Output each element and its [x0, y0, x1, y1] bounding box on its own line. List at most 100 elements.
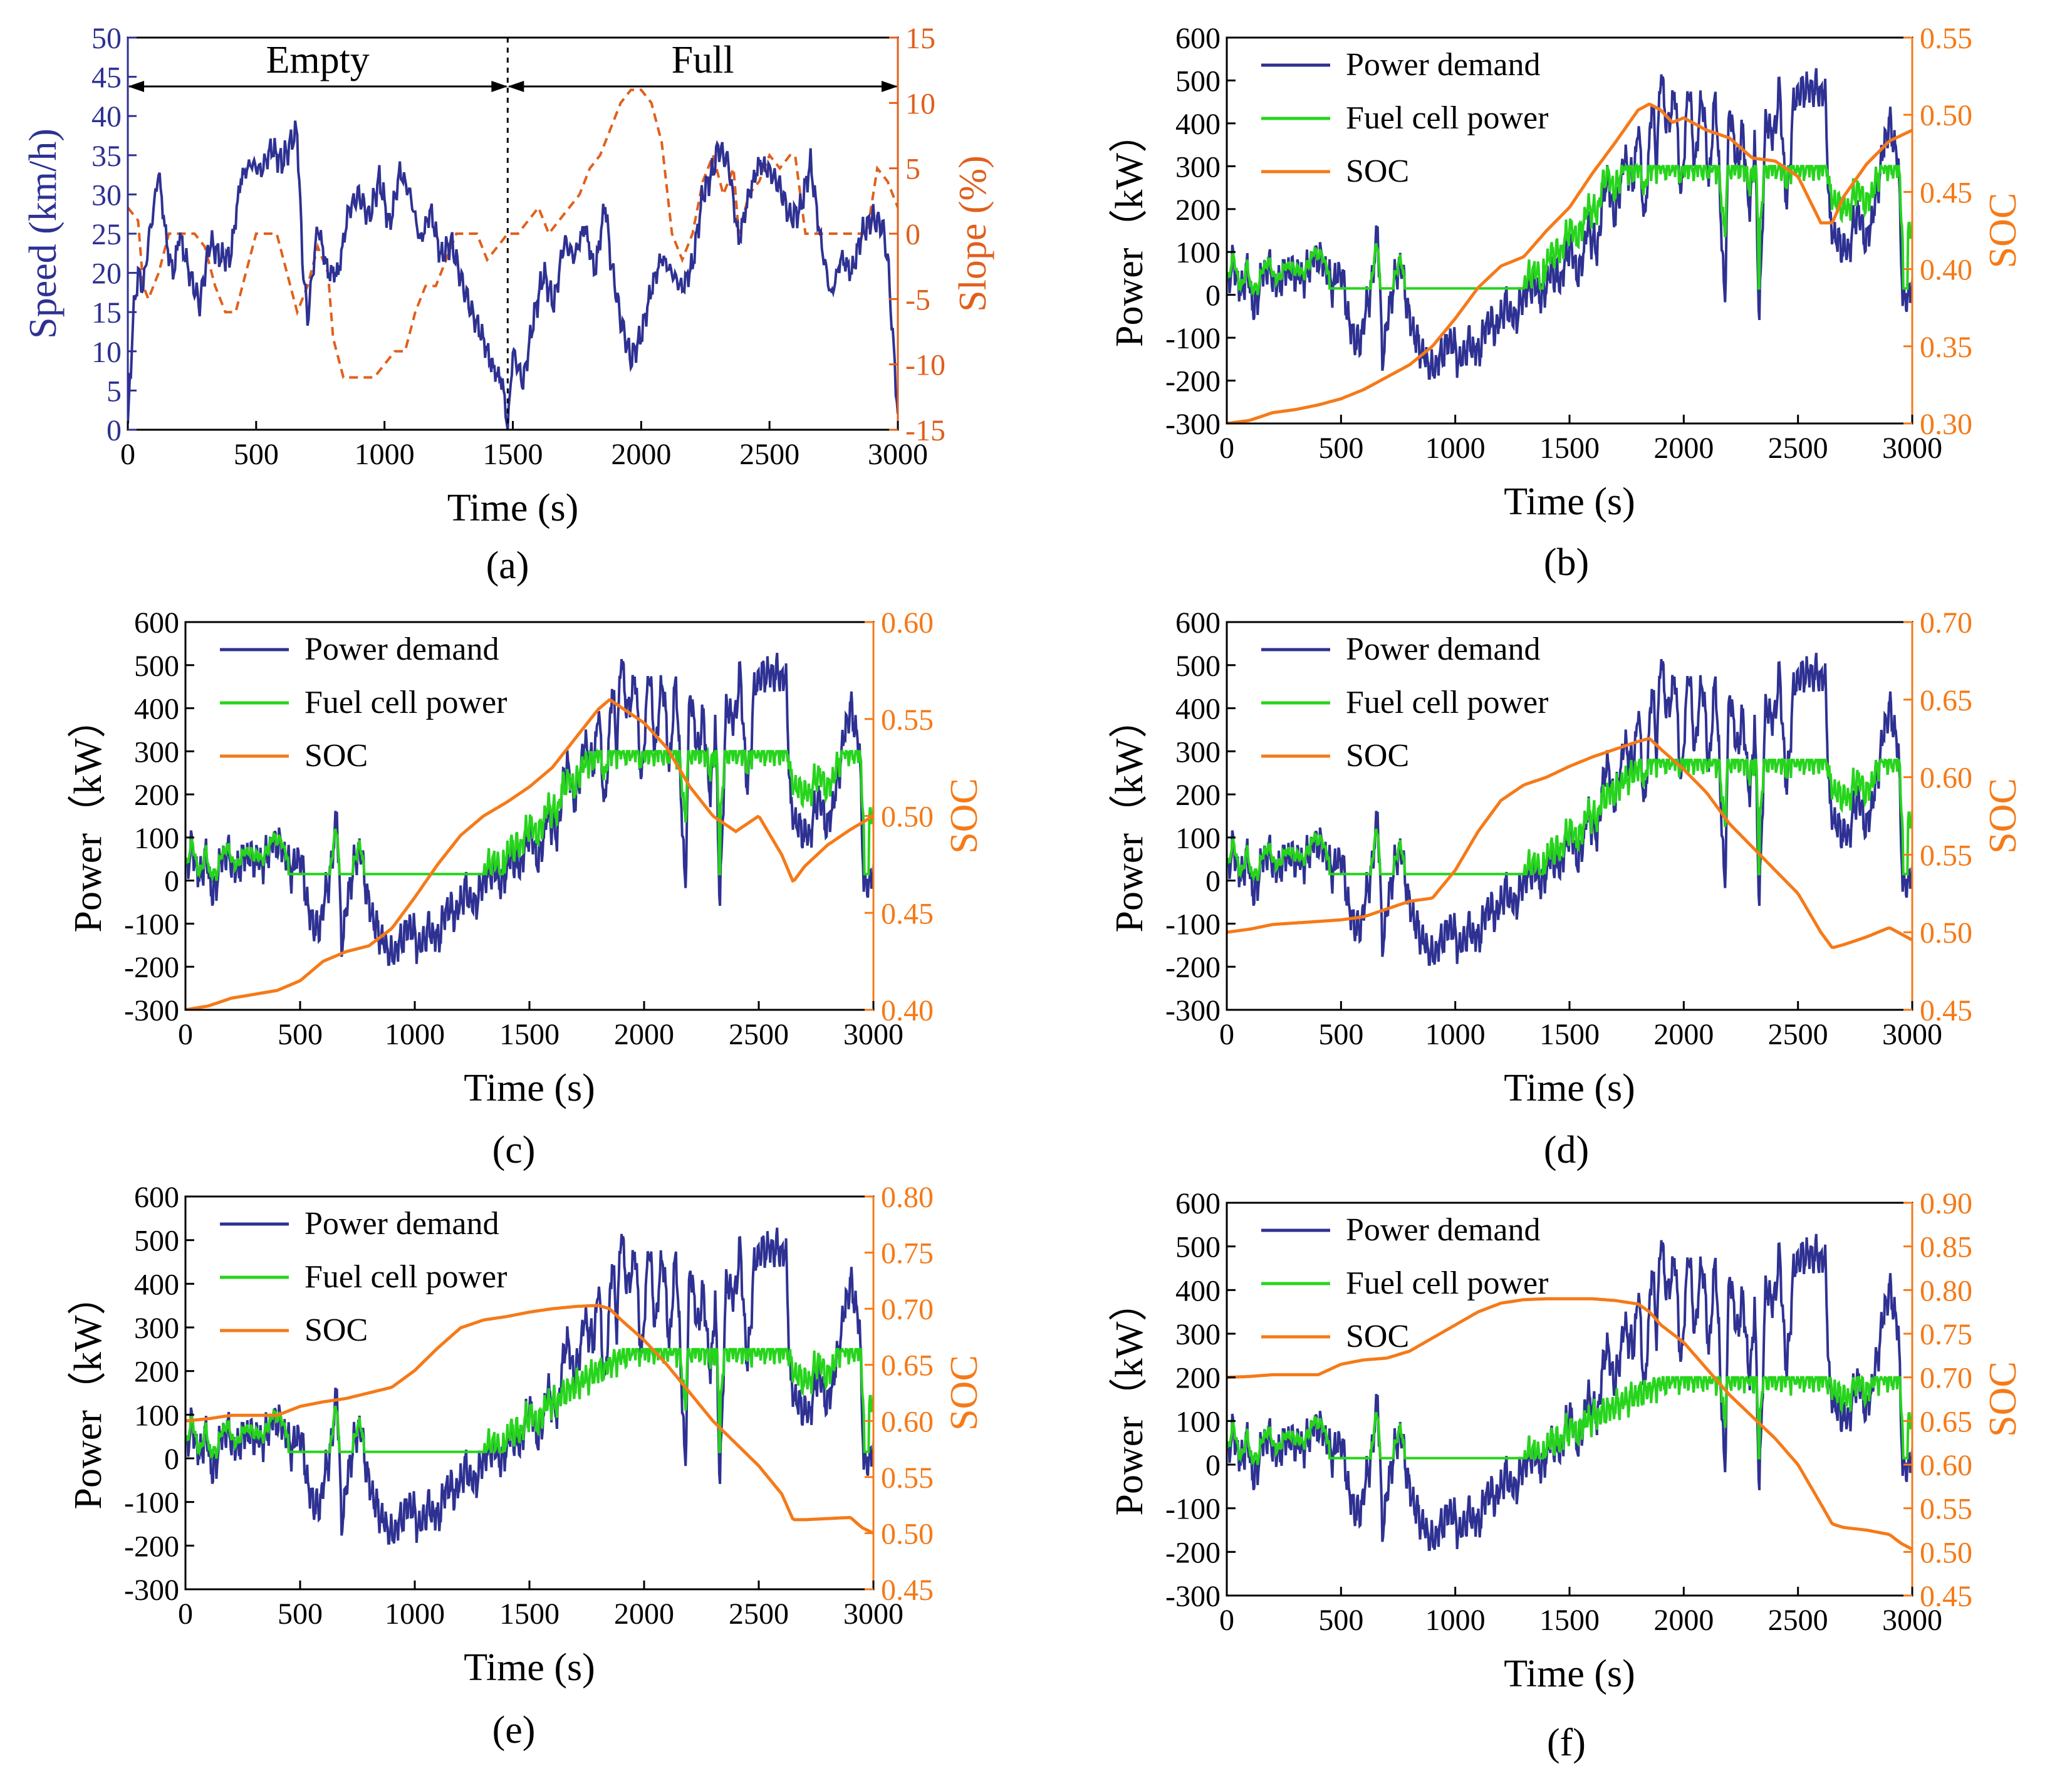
series-fuel-cell-power — [1227, 757, 1912, 883]
y-left-tick-label: 600 — [1175, 22, 1221, 55]
x-tick-label: 2000 — [614, 1018, 674, 1051]
y-left-tick-label: 400 — [1175, 108, 1221, 141]
y-left-tick-label: 15 — [91, 296, 122, 330]
y-left-tick-label: -300 — [124, 994, 179, 1027]
y-left-axis-label: Power（kW） — [67, 1277, 110, 1510]
y-right-tick-label: 0.50 — [1920, 1536, 1972, 1569]
x-tick-label: 500 — [234, 438, 279, 471]
y-right-tick-label: 0.75 — [881, 1237, 934, 1270]
y-left-tick-label: 400 — [1175, 1274, 1221, 1307]
arrow-empty-head-left — [128, 81, 144, 92]
x-tick-label: 0 — [178, 1018, 193, 1051]
y-right-tick-label: 0.40 — [1920, 254, 1972, 287]
plot-area-b — [1227, 68, 1912, 423]
y-right-tick-label: 0.35 — [1920, 331, 1972, 364]
y-left-tick-label: 500 — [134, 650, 179, 683]
legend-label-1: Fuel cell power — [1346, 685, 1548, 720]
y-right-tick-label: 0 — [905, 218, 920, 251]
series-power-demand — [185, 652, 873, 966]
x-tick-label: 2000 — [1653, 432, 1714, 465]
y-left-tick-label: -200 — [124, 951, 179, 984]
y-left-tick-label: 0 — [164, 1443, 179, 1476]
y-left-tick-label: 500 — [134, 1225, 179, 1258]
y-left-tick-label: 500 — [1175, 650, 1221, 683]
y-right-tick-label: 0.60 — [881, 1405, 934, 1438]
y-left-tick-label: -300 — [1165, 408, 1221, 441]
series-speed — [128, 120, 898, 430]
panel-caption: (d) — [1544, 1129, 1589, 1171]
panel-caption: (b) — [1544, 541, 1589, 584]
series-power-demand — [1227, 652, 1912, 966]
y-right-tick-label: 0.45 — [1920, 176, 1972, 209]
y-left-tick-label: 400 — [134, 693, 179, 726]
x-tick-label: 3000 — [1882, 432, 1942, 465]
x-tick-label: 2500 — [1768, 432, 1828, 465]
y-left-tick-label: 0 — [1205, 865, 1221, 898]
x-axis-label: Time (s) — [447, 487, 579, 529]
arrow-empty-head-right — [491, 81, 508, 92]
series-soc — [1227, 1297, 1912, 1551]
y-right-tick-label: 0.75 — [1920, 1318, 1972, 1351]
y-right-tick-label: -15 — [905, 414, 945, 447]
x-tick-label: 1500 — [499, 1018, 560, 1051]
y-left-tick-label: 200 — [134, 1356, 179, 1389]
y-left-tick-label: 600 — [134, 1181, 179, 1214]
y-left-tick-label: 10 — [91, 336, 122, 369]
series-soc — [185, 698, 873, 1010]
series-power-demand — [1227, 68, 1912, 380]
y-right-tick-label: 0.55 — [1920, 1493, 1972, 1526]
y-right-tick-label: 0.50 — [1920, 99, 1972, 132]
y-right-tick-label: 0.65 — [1920, 1405, 1972, 1438]
y-left-tick-label: 300 — [134, 1312, 179, 1345]
y-right-tick-label: 0.55 — [1920, 839, 1972, 872]
y-left-tick-label: 500 — [1175, 1231, 1221, 1264]
y-left-tick-label: 40 — [91, 100, 122, 133]
x-tick-label: 1000 — [1425, 1018, 1486, 1051]
x-tick-label: 500 — [1318, 432, 1363, 465]
y-left-tick-label: 200 — [1175, 194, 1221, 227]
x-tick-label: 1500 — [499, 1597, 560, 1631]
legend-label-1: Fuel cell power — [1346, 100, 1548, 136]
y-left-tick-label: -100 — [1165, 1493, 1221, 1526]
y-left-tick-label: 25 — [91, 218, 122, 251]
y-left-tick-label: 600 — [1175, 1187, 1221, 1220]
y-left-tick-label: 5 — [107, 375, 122, 408]
x-tick-label: 2500 — [739, 438, 799, 471]
x-tick-label: 1500 — [1539, 1604, 1600, 1637]
y-right-tick-label: 0.65 — [1920, 684, 1972, 717]
x-tick-label: 500 — [278, 1597, 323, 1631]
y-right-tick-label: 0.65 — [881, 1349, 934, 1383]
y-right-tick-label: 0.85 — [1920, 1231, 1972, 1264]
y-left-tick-label: 600 — [134, 606, 179, 640]
legend-label-0: Power demand — [1346, 631, 1540, 667]
series-fuel-cell-power — [185, 746, 873, 883]
x-axis-label: Time (s) — [464, 1067, 595, 1109]
y-left-tick-label: -300 — [124, 1574, 179, 1607]
y-left-axis-label: Power（kW） — [67, 700, 110, 933]
y-right-tick-label: -10 — [905, 349, 945, 382]
y-right-tick-label: 0.50 — [881, 801, 934, 834]
y-right-tick-label: 0.50 — [1920, 916, 1972, 950]
y-left-tick-label: 45 — [91, 61, 122, 95]
y-left-tick-label: 30 — [91, 179, 122, 212]
y-left-axis-label: Speed (km/h) — [22, 128, 65, 339]
legend-label-2: SOC — [1346, 738, 1409, 774]
y-left-tick-label: 35 — [91, 140, 122, 173]
x-tick-label: 2500 — [1768, 1604, 1828, 1637]
legend-label-2: SOC — [305, 1312, 368, 1348]
x-tick-label: 1000 — [385, 1597, 445, 1631]
x-tick-label: 1000 — [1425, 1604, 1486, 1637]
y-left-tick-label: 300 — [1175, 150, 1221, 184]
x-tick-label: 1500 — [1539, 1018, 1600, 1051]
series-fuel-cell-power — [1227, 162, 1912, 298]
x-tick-label: 0 — [1219, 1018, 1234, 1051]
y-right-tick-label: 0.80 — [1920, 1274, 1972, 1307]
legend-label-1: Fuel cell power — [1346, 1265, 1548, 1301]
arrow-full-head-right — [882, 81, 898, 92]
y-right-axis-label: SOC — [943, 1355, 986, 1431]
y-right-axis-label: SOC — [943, 778, 986, 854]
y-right-tick-label: 0.55 — [881, 703, 934, 737]
x-axis-label: Time (s) — [464, 1646, 595, 1689]
